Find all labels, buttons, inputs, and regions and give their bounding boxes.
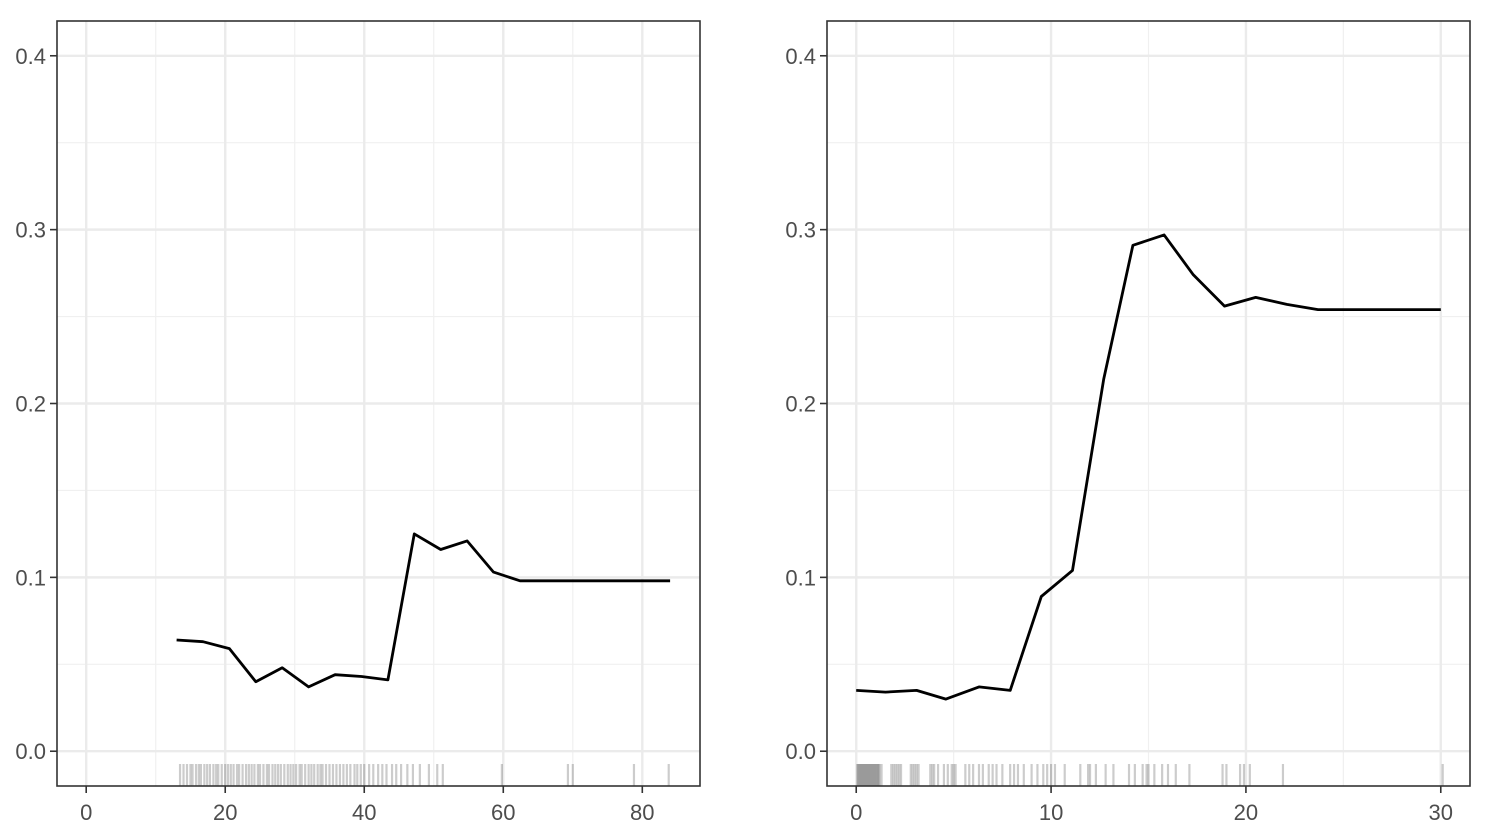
y-tick-label: 0.0 [785, 739, 816, 764]
left-panel: 0.0 0.1 0.2 0.3 0.4 0 20 40 60 80 [15, 20, 701, 825]
x-tick-label: 0 [850, 800, 862, 825]
y-tick-label: 0.3 [785, 218, 816, 243]
x-tick-label: 30 [1429, 800, 1453, 825]
y-tick-label: 0.1 [15, 565, 46, 590]
x-tick-label: 40 [352, 800, 376, 825]
y-tick-label: 0.4 [15, 44, 46, 69]
x-tick-label: 0 [80, 800, 92, 825]
x-tick-label: 80 [630, 800, 654, 825]
y-tick-label: 0.2 [785, 392, 816, 417]
x-tick-label: 10 [1039, 800, 1063, 825]
y-tick-label: 0.2 [15, 392, 46, 417]
right-panel: 0.0 0.1 0.2 0.3 0.4 0 10 20 30 [785, 20, 1471, 825]
x-tick-label: 60 [491, 800, 515, 825]
x-tick-label: 20 [1234, 800, 1258, 825]
y-tick-label: 0.0 [15, 739, 46, 764]
y-tick-label: 0.3 [15, 218, 46, 243]
y-tick-label: 0.1 [785, 565, 816, 590]
x-tick-label: 20 [213, 800, 237, 825]
series-line [856, 233, 1441, 701]
y-tick-label: 0.4 [785, 44, 816, 69]
series-line [176, 532, 671, 689]
